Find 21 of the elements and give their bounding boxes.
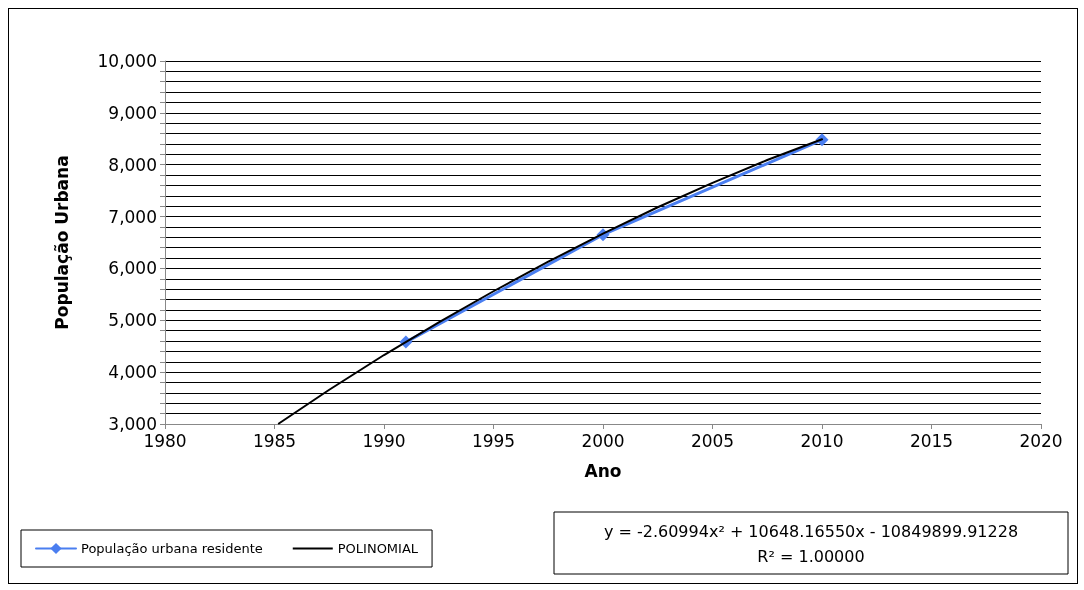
y-tick-label: 7,000 bbox=[108, 206, 157, 227]
text: y = -2.60994x² + 10648.16550x - 10849899.91228 bbox=[603, 521, 1019, 541]
x-axis-title: Ano bbox=[584, 460, 622, 481]
y-tick-label: 10,000 bbox=[97, 51, 157, 71]
y-tick-label: 9,000 bbox=[108, 102, 157, 123]
x-tick-label: 1995 bbox=[471, 430, 516, 451]
text: R² = 1.00000 bbox=[757, 546, 865, 566]
x-tick-label: 1985 bbox=[252, 430, 297, 451]
x-tick-label: 2010 bbox=[800, 430, 844, 451]
y-tick-label: 4,000 bbox=[108, 362, 157, 383]
x-tick-label: 2015 bbox=[909, 430, 954, 451]
legend-label: POLINOMIAL bbox=[337, 541, 419, 556]
y-tick-label: 5,000 bbox=[108, 310, 157, 331]
y-tick-label: 6,000 bbox=[108, 258, 157, 279]
legend-label: População urbana residente bbox=[81, 541, 263, 556]
y-axis-title: População Urbana bbox=[51, 155, 72, 330]
x-tick-label: 2020 bbox=[1019, 430, 1063, 451]
x-tick-label: 1990 bbox=[362, 430, 406, 451]
x-tick-label: 2005 bbox=[690, 430, 735, 451]
x-tick-label: 2000 bbox=[581, 430, 625, 451]
y-tick-label: 8,000 bbox=[108, 154, 157, 175]
